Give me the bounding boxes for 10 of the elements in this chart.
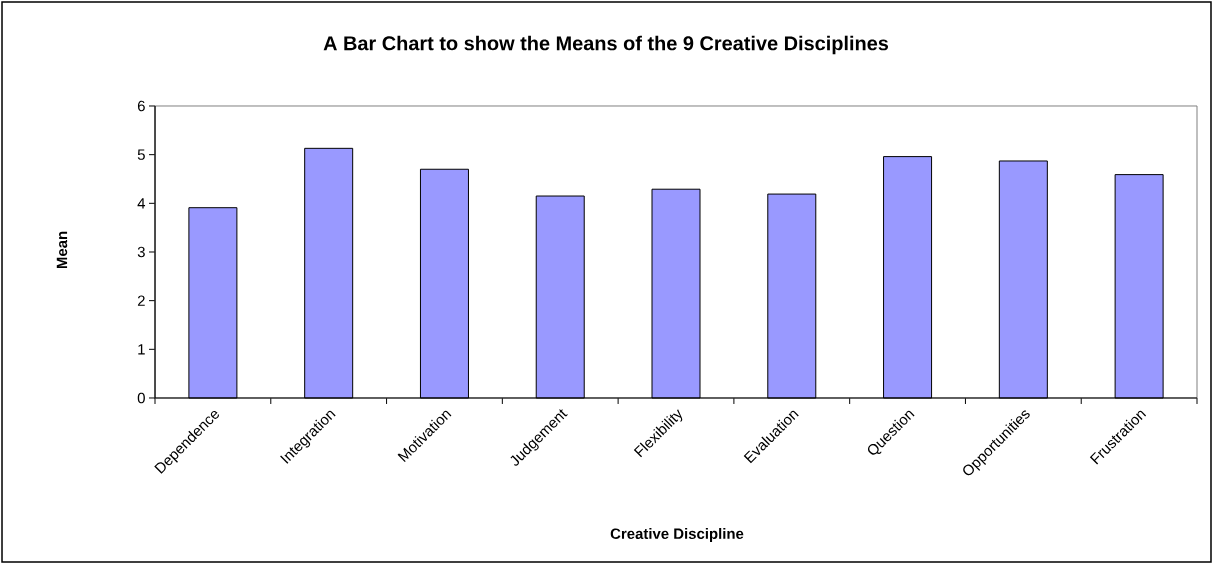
x-axis-title: Creative Discipline <box>610 528 744 542</box>
y-axis-title: Mean <box>56 231 68 269</box>
y-tick-label: 0 <box>137 392 145 404</box>
y-tick-label: 2 <box>137 295 145 306</box>
y-tick-label: 6 <box>137 100 145 112</box>
y-tick-label: 3 <box>137 246 145 258</box>
chart-title: A Bar Chart to show the Means of the 9 Creative Disciplines <box>323 35 889 55</box>
y-tick-label: 5 <box>137 149 145 160</box>
y-tick-label: 1 <box>138 344 145 355</box>
y-tick-label: 4 <box>137 198 146 209</box>
